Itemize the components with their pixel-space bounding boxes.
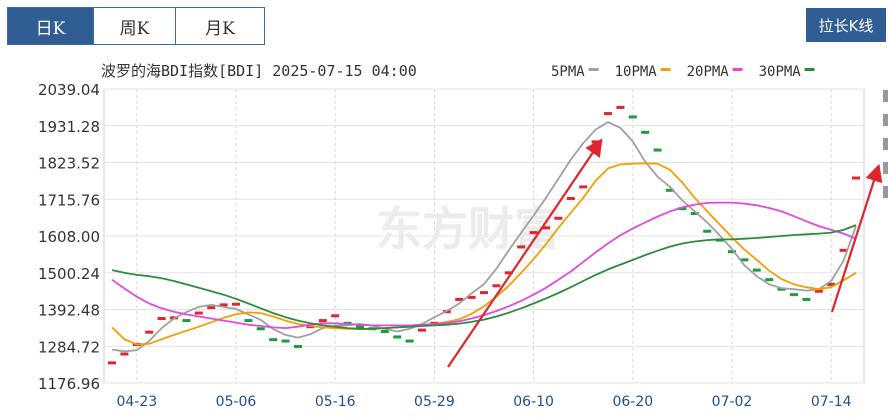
ma-line-10PMA — [111, 162, 857, 346]
ma-line-5PMA — [111, 121, 857, 353]
legend-swatch — [804, 68, 815, 71]
price-mark — [108, 361, 116, 365]
price-mark — [554, 216, 563, 220]
trend-arrow-2 — [830, 163, 883, 313]
trend-arrow-1 — [447, 138, 603, 368]
price-mark — [765, 278, 774, 282]
tab-weekly[interactable]: 周K — [94, 8, 176, 44]
y-tick-label: 1931.28 — [38, 118, 100, 136]
price-mark — [517, 245, 526, 249]
legend-label: 30PMA — [759, 64, 802, 80]
price-mark — [480, 291, 488, 295]
price-mark — [219, 303, 228, 307]
price-mark — [678, 207, 687, 211]
price-mark — [455, 297, 464, 301]
x-tick-label: 04-23 — [116, 394, 157, 410]
x-tick-label: 06-10 — [513, 394, 554, 410]
price-mark — [839, 248, 848, 252]
y-tick-label: 2039.04 — [38, 81, 100, 99]
price-mark — [492, 284, 501, 288]
y-tick-label: 1608.00 — [38, 228, 100, 246]
y-tick-label: 1823.52 — [38, 155, 100, 173]
price-mark — [145, 330, 154, 334]
price-mark — [467, 295, 476, 299]
price-mark — [814, 289, 823, 293]
price-mark — [380, 329, 389, 333]
price-mark — [852, 176, 860, 180]
price-mark — [542, 226, 550, 230]
price-mark — [777, 287, 786, 291]
x-tick-label: 05-06 — [216, 394, 257, 410]
price-mark — [318, 319, 327, 323]
price-mark — [690, 211, 699, 215]
x-tick-label: 07-02 — [712, 394, 753, 410]
price-mark — [120, 352, 129, 356]
price-mark — [752, 268, 761, 272]
right-edge-markers — [883, 90, 888, 198]
price-mark — [740, 258, 749, 262]
y-axis: 2039.04 1931.28 1823.52 1715.76 1608.00 1500.… — [38, 81, 100, 393]
price-mark — [207, 306, 216, 310]
ma-legend: 5PMA 10PMA 20PMA 30PMA — [551, 64, 815, 80]
price-mark — [294, 344, 302, 348]
x-tick-label: 05-16 — [315, 394, 356, 410]
x-tick-label: 06-20 — [612, 394, 653, 410]
price-mark — [331, 314, 340, 318]
price-mark — [790, 293, 798, 297]
legend-swatch — [660, 68, 671, 71]
price-mark — [393, 335, 402, 339]
legend-label: 20PMA — [687, 64, 730, 80]
price-mark — [604, 112, 612, 116]
price-mark — [244, 319, 253, 323]
extend-kline-button[interactable]: 拉长K线 — [806, 8, 886, 42]
price-mark — [405, 339, 414, 343]
legend-swatch — [732, 68, 743, 71]
price-mark — [529, 231, 538, 235]
y-tick-label: 1392.48 — [38, 302, 100, 320]
price-mark — [194, 311, 203, 315]
y-tick-label: 1500.24 — [38, 265, 100, 283]
price-mark — [566, 196, 575, 200]
price-mark — [579, 185, 588, 189]
y-tick-label: 1284.72 — [38, 338, 100, 356]
price-mark — [616, 105, 625, 109]
price-mark — [182, 319, 191, 323]
legend-label: 10PMA — [615, 64, 658, 80]
price-mark — [641, 130, 650, 134]
x-tick-label: 07-14 — [811, 394, 852, 410]
legend-swatch — [588, 68, 599, 71]
price-mark — [157, 317, 166, 321]
watermark-text: 东方财富 — [376, 202, 560, 256]
chart-grid — [103, 88, 865, 384]
price-mark — [653, 148, 662, 152]
x-axis: 04-23 05-06 05-16 05-29 06-10 06-20 07-02 07-14 — [116, 394, 851, 410]
price-mark — [269, 338, 278, 342]
price-mark — [281, 339, 290, 343]
price-mark — [802, 297, 811, 301]
price-mark — [418, 328, 426, 332]
price-mark — [703, 229, 712, 233]
legend-label: 5PMA — [551, 64, 585, 80]
price-mark — [666, 188, 674, 192]
price-mark — [827, 282, 836, 286]
tab-daily[interactable]: 日K — [8, 8, 94, 44]
y-tick-label: 1176.96 — [38, 375, 100, 393]
x-tick-label: 05-29 — [414, 394, 455, 410]
price-mark — [504, 271, 513, 275]
price-mark — [232, 302, 240, 306]
chart-title: 波罗的海BDI指数[BDI] 2025-07-15 04:00 — [101, 62, 417, 80]
price-mark — [356, 325, 364, 329]
y-tick-label: 1715.76 — [38, 191, 100, 209]
ma-line-30PMA — [111, 224, 857, 330]
price-mark — [728, 250, 736, 254]
tab-monthly[interactable]: 月K — [176, 8, 264, 44]
price-mark — [256, 327, 265, 331]
price-mark — [628, 115, 637, 119]
period-tabs: 日K 周K 月K — [7, 7, 265, 45]
